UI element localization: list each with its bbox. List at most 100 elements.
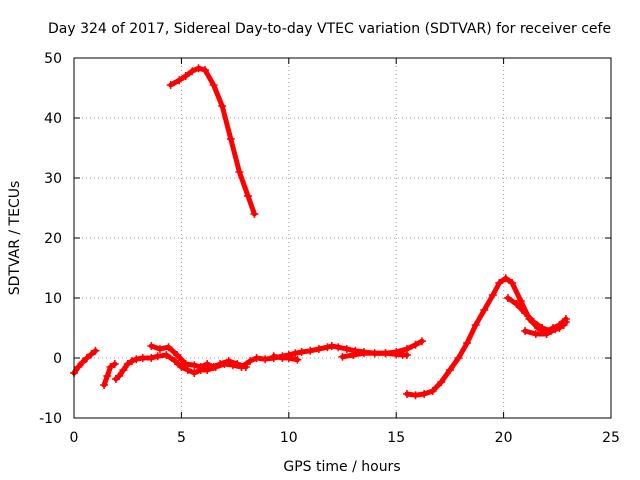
grid-lines xyxy=(74,58,611,418)
data-point xyxy=(175,76,184,85)
data-point xyxy=(306,346,315,355)
data-point xyxy=(166,81,175,89)
data-point xyxy=(155,345,164,353)
series-line xyxy=(168,65,257,217)
y-tick-label: 20 xyxy=(44,231,62,247)
data-point xyxy=(291,349,300,358)
data-point xyxy=(218,102,227,110)
data-point xyxy=(420,390,429,398)
data-point xyxy=(194,64,203,73)
data-point xyxy=(417,337,426,346)
axis-ticks xyxy=(73,57,612,419)
data-point xyxy=(428,387,437,395)
x-tick-label: 20 xyxy=(495,430,513,446)
x-tick-labels: 0 5 10 15 20 25 xyxy=(70,430,620,446)
data-point xyxy=(512,300,521,308)
data-point xyxy=(177,363,186,371)
data-point xyxy=(411,391,420,400)
data-point xyxy=(559,321,568,329)
data-point xyxy=(342,345,351,353)
x-tick-label: 25 xyxy=(602,430,620,446)
data-point xyxy=(127,357,136,365)
data-point xyxy=(216,360,225,368)
data-point xyxy=(338,352,347,361)
data-point xyxy=(250,210,259,218)
data-point xyxy=(411,340,420,349)
data-point xyxy=(241,363,250,371)
y-tick-label: -10 xyxy=(39,411,62,427)
data-point xyxy=(521,327,530,335)
data-point xyxy=(209,363,218,371)
data-point xyxy=(190,361,199,370)
data-point xyxy=(170,357,179,365)
data-point xyxy=(538,324,547,332)
data-point xyxy=(103,372,112,380)
data-point xyxy=(261,355,270,364)
y-tick-label: 40 xyxy=(44,111,62,127)
data-point xyxy=(246,357,255,365)
data-point xyxy=(188,67,197,76)
data-point xyxy=(269,352,278,361)
data-point xyxy=(392,348,401,356)
data-point xyxy=(293,355,302,364)
data-point xyxy=(454,354,463,362)
y-tick-label: 10 xyxy=(44,291,62,307)
data-point xyxy=(529,318,538,326)
data-point xyxy=(437,378,446,386)
data-point xyxy=(74,363,83,371)
data-point xyxy=(508,279,517,287)
data-point xyxy=(181,72,190,80)
data-point xyxy=(100,381,109,389)
x-tick-label: 15 xyxy=(387,430,405,446)
series-arc-10 xyxy=(521,321,568,338)
y-tick-labels: -10 0 10 20 30 40 50 xyxy=(39,51,62,427)
chart-title: Day 324 of 2017, Sidereal Day-to-day VTE… xyxy=(48,21,611,37)
y-axis-title: SDTVAR / TECUs xyxy=(7,181,23,296)
data-point xyxy=(314,345,323,353)
series-arc-5 xyxy=(269,352,302,364)
data-point xyxy=(381,349,390,358)
y-tick-label: 30 xyxy=(44,171,62,187)
y-tick-label: 0 xyxy=(53,351,62,367)
data-point xyxy=(531,330,540,338)
data-point xyxy=(203,360,212,368)
data-point xyxy=(516,297,525,305)
x-tick-label: 5 xyxy=(177,430,186,446)
data-point xyxy=(501,274,510,283)
data-point xyxy=(82,354,91,362)
data-point xyxy=(370,349,379,358)
data-point xyxy=(196,363,205,371)
data-point xyxy=(183,366,192,374)
data-point xyxy=(471,321,480,329)
data-point xyxy=(181,360,190,368)
series-arc-8 xyxy=(402,274,570,400)
data-point xyxy=(235,168,244,176)
data-point xyxy=(173,351,182,359)
y-tick-label: 50 xyxy=(44,51,62,67)
data-point xyxy=(402,345,411,353)
data-point xyxy=(521,309,530,317)
data-point xyxy=(224,357,233,365)
data-point xyxy=(243,192,252,200)
data-point xyxy=(284,354,293,362)
series-arc-7 xyxy=(166,64,259,218)
series-line xyxy=(404,275,569,398)
data-point xyxy=(349,351,358,359)
data-point xyxy=(147,342,156,350)
data-point xyxy=(542,330,551,338)
data-point xyxy=(110,360,119,368)
data-point xyxy=(445,366,454,374)
data-point xyxy=(164,343,173,352)
data-point xyxy=(297,348,306,356)
data-point xyxy=(233,360,242,368)
data-point xyxy=(123,360,132,368)
data-point xyxy=(334,343,343,352)
x-tick-label: 0 xyxy=(70,430,79,446)
data-series xyxy=(70,64,570,400)
series-line xyxy=(101,361,118,388)
data-point xyxy=(115,372,124,380)
data-point xyxy=(106,363,115,371)
data-point xyxy=(209,81,218,89)
data-point xyxy=(132,355,141,364)
data-point xyxy=(201,66,210,74)
